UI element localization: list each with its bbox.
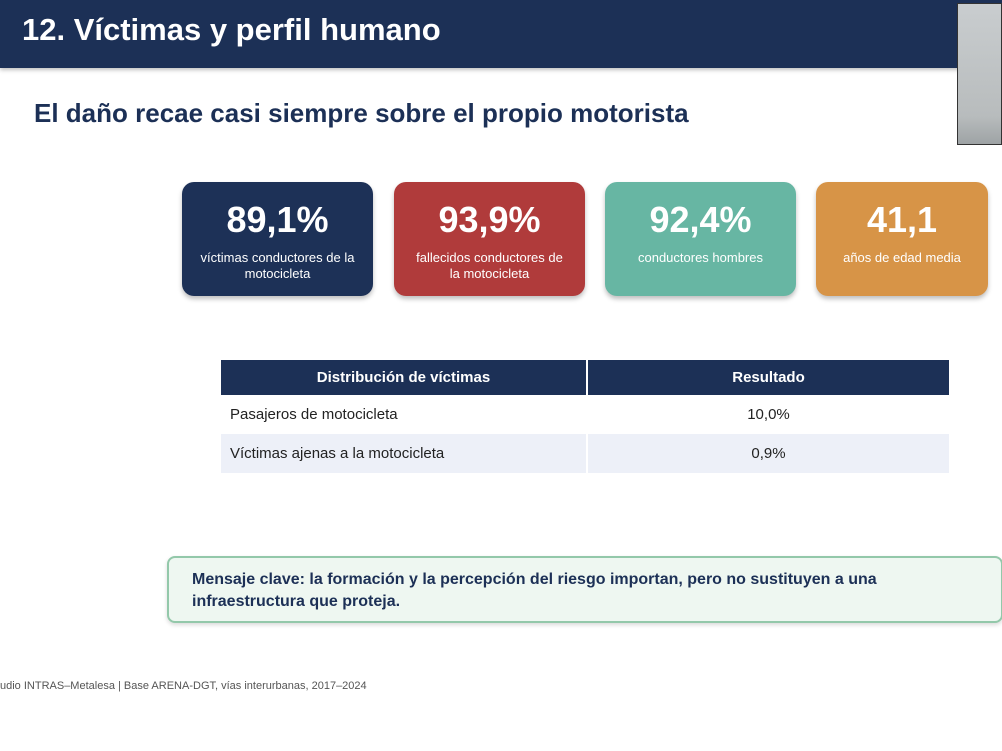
table-row: Pasajeros de motocicleta 10,0%	[221, 395, 949, 434]
kpi-value: 93,9%	[438, 199, 541, 240]
table-cell: 0,9%	[587, 434, 949, 473]
kpi-card: 93,9% fallecidos conductores de la motoc…	[394, 182, 585, 296]
column-header: Resultado	[587, 360, 949, 395]
kpi-value: 92,4%	[649, 199, 752, 240]
column-header: Distribución de víctimas	[221, 360, 588, 395]
kpi-value: 41,1	[866, 199, 938, 240]
kpi-value: 89,1%	[226, 199, 329, 240]
kpi-label: víctimas conductores de la motocicleta	[200, 250, 355, 281]
kpi-label: fallecidos conductores de la motocicleta	[416, 250, 563, 281]
key-message-box: Mensaje clave: la formación y la percepc…	[167, 556, 1002, 623]
kpi-card: 92,4% conductores hombres	[605, 182, 796, 296]
table-row: Víctimas ajenas a la motocicleta 0,9%	[221, 434, 949, 473]
kpi-label: conductores hombres	[637, 250, 763, 265]
kpi-label: años de edad media	[843, 250, 961, 265]
slide-title: 12. Víctimas y perfil humano	[22, 12, 441, 47]
kpi-card: 41,1 años de edad media	[816, 182, 988, 296]
header-bar: 12. Víctimas y perfil humano	[0, 0, 1002, 68]
subtitle: El daño recae casi siempre sobre el prop…	[34, 98, 689, 128]
header-row: Distribución de víctimas Resultado	[221, 360, 949, 395]
webcam-thumbnail	[957, 3, 1002, 145]
table-cell: 10,0%	[747, 406, 790, 423]
source-note: udio INTRAS–Metalesa | Base ARENA-DGT, v…	[0, 680, 367, 692]
table-cell: Pasajeros de motocicleta	[221, 395, 588, 434]
table-cell: Víctimas ajenas a la motocicleta	[221, 434, 588, 473]
distribution-table: Distribución de víctimas Resultado Pasaj…	[221, 360, 949, 473]
key-message: Mensaje clave: la formación y la percepc…	[192, 571, 877, 610]
kpi-card: 89,1% víctimas conductores de la motocic…	[182, 182, 373, 296]
